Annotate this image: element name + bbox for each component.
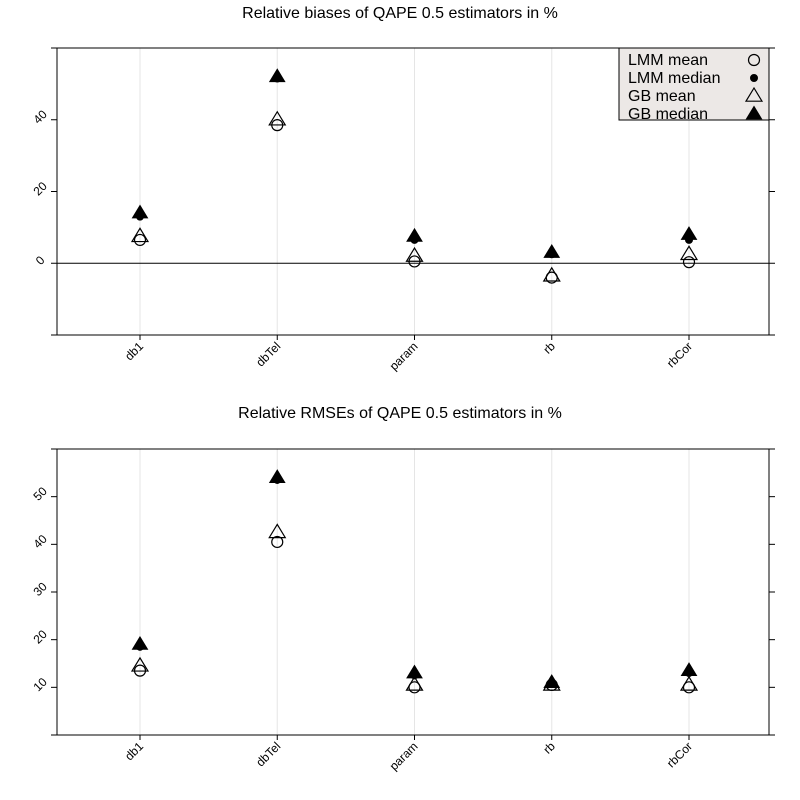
data-point-open-triangle <box>405 675 424 691</box>
data-point-open-triangle <box>679 245 699 261</box>
data-point-open-triangle <box>405 246 424 262</box>
data-point-filled-triangle <box>543 674 561 688</box>
x-tick-label-rb: rb <box>540 739 558 757</box>
x-tick-label-param: param <box>387 739 421 773</box>
data-point-filled-triangle <box>131 635 149 650</box>
x-tick-label-rb: rb <box>540 339 558 357</box>
y-tick-label: 0 <box>33 253 48 268</box>
rmse-chart-title: Relative RMSEs of QAPE 0.5 estimators in… <box>238 405 562 422</box>
y-tick-label: 50 <box>30 484 50 504</box>
rmse-panel: Relative RMSEs of QAPE 0.5 estimators in… <box>30 405 775 773</box>
data-point-filled-triangle <box>268 68 286 83</box>
x-tick-label-db1: db1 <box>122 739 146 763</box>
data-point-open-circle <box>682 681 696 694</box>
legend-label: GB mean <box>628 88 696 105</box>
data-point-open-triangle <box>268 523 287 539</box>
data-point-open-triangle <box>130 227 150 243</box>
data-point-open-circle <box>682 256 696 269</box>
y-tick-label: 20 <box>30 627 50 647</box>
legend-label: LMM median <box>628 70 720 87</box>
x-tick-label-db1: db1 <box>122 339 146 363</box>
bias-chart-title: Relative biases of QAPE 0.5 estimators i… <box>242 5 558 22</box>
data-point-open-circle <box>271 535 284 549</box>
data-point-open-circle <box>133 233 147 247</box>
data-point-filled-triangle <box>406 227 423 242</box>
x-tick-label-rbCor: rbCor <box>664 739 695 770</box>
legend-marker-open-triangle <box>744 86 764 102</box>
legend-marker-open-circle <box>747 53 761 67</box>
data-point-filled-triangle <box>131 204 149 219</box>
legend-label: LMM mean <box>628 52 708 69</box>
y-tick-label: 40 <box>30 532 50 552</box>
bias-panel: Relative biases of QAPE 0.5 estimators i… <box>30 5 775 373</box>
data-point-open-circle <box>408 681 421 694</box>
data-point-open-triangle <box>542 266 561 282</box>
data-point-open-triangle <box>268 110 287 126</box>
legend-box <box>618 47 770 121</box>
legend-label: GB median <box>628 106 708 123</box>
x-tick-label-param: param <box>387 339 421 373</box>
data-point-filled-triangle <box>268 469 286 483</box>
x-tick-label-dbTel: dbTel <box>253 339 283 369</box>
data-point-filled-triangle <box>406 664 423 679</box>
y-tick-label: 10 <box>30 675 50 695</box>
x-tick-label-dbTel: dbTel <box>253 739 283 769</box>
data-point-open-triangle <box>679 675 699 691</box>
data-point-filled-triangle <box>680 226 698 240</box>
y-tick-label: 30 <box>30 579 50 599</box>
y-tick-label: 20 <box>30 179 50 199</box>
data-point-open-triangle <box>130 656 150 672</box>
x-tick-label-rbCor: rbCor <box>664 339 695 370</box>
data-point-filled-triangle <box>543 244 561 258</box>
data-point-filled-triangle <box>680 662 698 677</box>
y-tick-label: 40 <box>30 107 50 127</box>
legend-marker-filled-circle <box>750 74 758 82</box>
legend-marker-filled-triangle <box>745 105 763 120</box>
